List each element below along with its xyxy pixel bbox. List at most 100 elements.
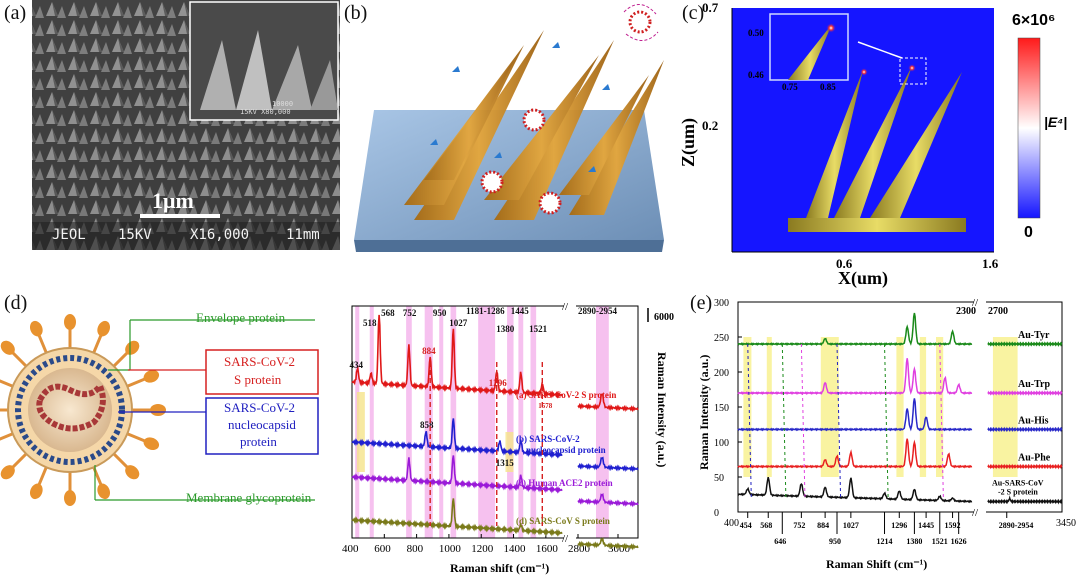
peak-guide	[747, 343, 752, 499]
scale-bar-label: 1μm	[152, 188, 194, 213]
panel-c-label: (c)	[682, 2, 705, 24]
spike-head	[97, 483, 111, 500]
spike-head	[150, 404, 166, 416]
y-tick-label: 0	[714, 508, 719, 519]
c-cbar-max: 6×10⁶	[1012, 12, 1056, 29]
spike-stalk	[124, 431, 149, 444]
axis-break-mark: //	[972, 297, 979, 309]
spike-head	[125, 340, 140, 355]
peak-label: 2890-2954	[999, 521, 1034, 530]
x-tick-label: 2800	[568, 543, 591, 555]
sem-image	[32, 0, 340, 250]
series-label: Au-SARS-CoV	[992, 478, 1044, 487]
nucleocapsid-label-2: nucleocapsid	[228, 417, 296, 432]
raman-chart-d: ////400 600 800 1000 1200 1400 1600 2800 3000Ram…	[342, 301, 674, 575]
peak-label: 1181-1286	[466, 306, 505, 316]
highlight-band	[507, 306, 514, 538]
legend-label: (d) SARS-CoV S protein	[516, 516, 610, 526]
y-tick-label: 100	[714, 438, 729, 449]
x-axis-label: Raman shift (cm⁻¹)	[450, 561, 549, 575]
spike-head	[29, 320, 43, 337]
panel-d-chart: ////400 600 800 1000 1200 1400 1600 2800 3000 Ram…	[340, 292, 685, 577]
peak-label: 2890-2954	[578, 306, 617, 316]
x-tick-label: 1400	[504, 543, 527, 555]
break-label: 2300	[956, 306, 976, 317]
spike-head	[29, 483, 43, 500]
peak-guide	[884, 343, 889, 499]
highlight-band	[766, 337, 772, 477]
s-protein-label-2: S protein	[234, 372, 282, 387]
c-ytick-top: 0.7	[702, 0, 719, 15]
spike-stalk	[111, 451, 131, 471]
peak-label: 950	[433, 308, 447, 318]
x-tick-label: 600	[374, 543, 391, 555]
x-tick-label: 1600	[536, 543, 559, 555]
y-tick-label: 200	[714, 368, 729, 379]
peak-label: 1592	[945, 521, 961, 530]
c-cbar-min: 0	[1024, 224, 1033, 241]
peak-label: 1027	[843, 521, 859, 530]
highlight-band	[896, 337, 904, 477]
x-tick-label: 400	[342, 543, 359, 555]
series-line	[737, 358, 1063, 397]
panel-a: (a) 10000 15KV X80,000 1μm JEOL 15KV	[0, 0, 340, 250]
c-inset-xtick-0: 0.75	[782, 82, 798, 92]
highlight-band	[369, 306, 374, 538]
y-tick-label: 150	[714, 403, 729, 414]
spike-head	[143, 369, 160, 383]
peak-label: 568	[381, 308, 395, 318]
s-protein-label-1: SARS-CoV-2	[224, 354, 296, 369]
spike-head	[0, 340, 15, 355]
inset-text-1: 10000	[272, 100, 294, 108]
sem-mag: X16,000	[190, 227, 250, 243]
spike-stalk	[36, 464, 49, 489]
series-line	[737, 398, 1063, 433]
panel-d: (d) Envelope protein SARS-CoV-2 S protei…	[0, 290, 340, 577]
highlight-band	[424, 306, 433, 538]
x-tick-label: 3450	[1056, 518, 1076, 529]
c-inset-ytick-1: 0.46	[748, 70, 764, 80]
series-line	[737, 477, 1063, 505]
highlight-band	[820, 337, 839, 477]
peak-label: 646	[774, 537, 786, 546]
y-axis-label: Raman Intensity (a.u.)	[697, 355, 711, 470]
sem-brand: JEOL	[52, 227, 86, 243]
peak-label: 1521	[932, 537, 948, 546]
y-tick-label: 50	[714, 473, 724, 484]
peak-label: 1380	[906, 537, 922, 546]
series-line	[737, 312, 1063, 348]
nucleocapsid-label-3: protein	[240, 434, 277, 449]
series-line	[351, 455, 639, 508]
highlight-band	[919, 337, 927, 477]
peak-label: 568	[760, 521, 772, 530]
peak-label: 1521	[529, 324, 548, 334]
panel-a-label: (a)	[4, 2, 27, 24]
envelope-protein-label: Envelope protein	[196, 310, 286, 325]
peak-label: 752	[403, 308, 417, 318]
spike-stalk	[9, 451, 29, 471]
field-map	[731, 8, 1041, 253]
series-label: -2 S protein	[998, 488, 1038, 497]
virus-diagram	[0, 314, 319, 506]
peak-label: 752	[793, 521, 805, 530]
highlight-band	[936, 337, 944, 477]
axis-break-mark: //	[562, 301, 569, 313]
y-tick-label: 250	[714, 333, 729, 344]
c-inset-xtick-1: 0.85	[820, 82, 836, 92]
highlight-band	[406, 306, 412, 538]
c-xlabel: X(um)	[838, 268, 888, 288]
peak-label: 1315	[496, 458, 515, 468]
peak-label: 858	[420, 420, 434, 430]
sem-wd: 11mm	[286, 227, 320, 243]
peak-guide	[939, 343, 944, 499]
peak-label: 1214	[877, 537, 893, 546]
panel-e-label: (e)	[690, 292, 713, 314]
legend-label: (a) SARS-CoV-2 S protein	[516, 390, 616, 400]
peak-guide	[800, 343, 806, 499]
highlight-band	[478, 306, 496, 538]
spike-head	[64, 314, 76, 330]
highlight-band	[743, 337, 752, 477]
axis-break	[564, 534, 576, 542]
break-label: 2700	[988, 306, 1008, 317]
peak-label: 1578	[538, 402, 553, 410]
